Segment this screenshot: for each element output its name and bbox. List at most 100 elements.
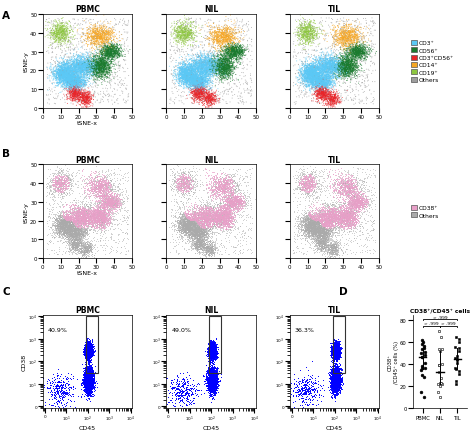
Point	[86, 373, 93, 380]
Point	[326, 221, 334, 228]
Point	[330, 380, 338, 387]
Point	[309, 219, 316, 226]
Point	[321, 223, 329, 230]
Point	[208, 340, 215, 347]
Point	[52, 227, 60, 234]
Point	[75, 83, 82, 90]
Point	[191, 218, 198, 225]
Point	[204, 215, 211, 221]
Point	[329, 351, 337, 358]
Point	[188, 224, 196, 231]
Point	[310, 227, 318, 233]
Point	[62, 207, 70, 214]
Point	[194, 213, 202, 220]
Point	[84, 342, 91, 349]
Point	[335, 341, 342, 348]
Point	[344, 212, 351, 219]
Point	[329, 383, 337, 390]
Point	[206, 345, 214, 352]
Point	[230, 195, 238, 202]
Point	[332, 388, 339, 395]
Point	[74, 84, 82, 91]
Point	[59, 64, 67, 71]
Point	[239, 198, 246, 205]
Point	[182, 172, 190, 178]
Point	[323, 76, 330, 83]
Point	[185, 226, 193, 233]
Point	[195, 78, 202, 85]
Point	[181, 380, 189, 387]
Point	[66, 78, 73, 85]
Point	[219, 28, 226, 35]
Point	[203, 248, 211, 255]
Point	[88, 370, 96, 377]
Point	[212, 216, 220, 223]
Point	[98, 212, 105, 218]
Point	[319, 234, 326, 241]
Point	[331, 95, 339, 101]
Point	[84, 379, 91, 386]
Point	[63, 78, 70, 85]
Point	[91, 23, 99, 30]
Point	[334, 346, 341, 353]
Point	[208, 354, 216, 361]
Point	[240, 175, 248, 182]
Point	[80, 201, 88, 208]
Point	[87, 219, 95, 226]
Point	[334, 350, 341, 357]
Point	[191, 77, 199, 83]
Point	[109, 41, 117, 48]
Point	[83, 373, 91, 380]
Point	[193, 245, 201, 252]
Point	[213, 61, 221, 68]
Point	[76, 231, 83, 238]
Point	[91, 64, 99, 71]
Point	[318, 232, 325, 239]
Point	[194, 83, 201, 89]
Point	[77, 73, 85, 80]
Point	[317, 239, 325, 246]
Point	[79, 227, 87, 234]
Point	[346, 184, 354, 191]
Point	[98, 205, 106, 212]
Point	[307, 70, 315, 77]
Point	[192, 229, 200, 236]
Point	[84, 384, 91, 391]
Point	[99, 221, 107, 228]
Point	[72, 89, 80, 95]
Point	[300, 34, 308, 41]
Point	[218, 36, 225, 43]
Point	[352, 54, 360, 61]
Point	[198, 89, 205, 95]
Point	[181, 227, 188, 234]
Point	[232, 195, 240, 202]
Point	[74, 240, 82, 247]
Point	[64, 235, 72, 242]
Point	[205, 72, 213, 79]
Point	[326, 254, 334, 261]
Point	[56, 186, 64, 193]
Point	[310, 67, 318, 74]
Point	[303, 224, 310, 230]
Point	[326, 217, 334, 224]
Point	[290, 238, 298, 245]
Point	[340, 227, 348, 233]
Point	[342, 30, 349, 37]
Point	[46, 214, 54, 221]
Point	[313, 233, 320, 240]
Point	[67, 78, 74, 85]
Point	[55, 78, 63, 85]
Point	[63, 59, 71, 66]
Point	[79, 71, 87, 78]
Point	[73, 83, 80, 90]
Point	[65, 80, 73, 86]
Point	[200, 84, 208, 91]
Point	[185, 38, 192, 45]
Point	[237, 197, 244, 204]
Point	[331, 213, 339, 220]
Point	[72, 77, 80, 84]
Point	[343, 196, 350, 203]
Point	[229, 249, 237, 255]
Point	[60, 218, 67, 225]
Point	[62, 74, 70, 81]
